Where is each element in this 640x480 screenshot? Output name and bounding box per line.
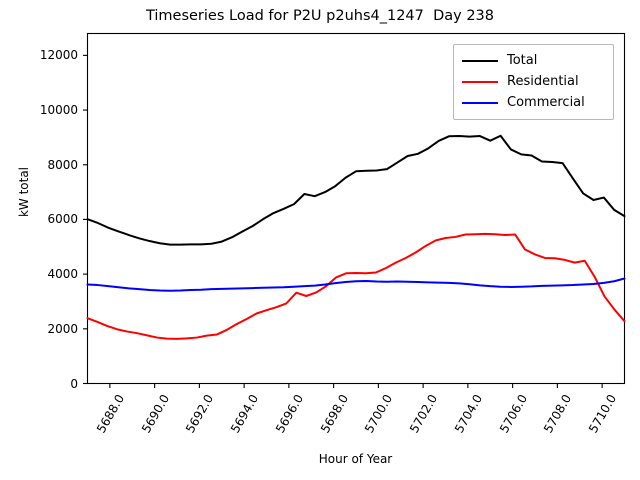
y-tick-label: 12000 <box>39 48 78 63</box>
chart-title: Timeseries Load for P2U p2uhs4_1247 Day … <box>145 8 495 24</box>
axis-ticks <box>83 54 603 388</box>
series-line-total <box>86 134 626 246</box>
y-axis-label: kW total <box>17 166 31 218</box>
legend-color-swatch <box>462 80 498 83</box>
y-tick-label: 2000 <box>47 321 78 336</box>
legend-item-total: Total <box>460 50 607 71</box>
chart-legend: Total Residential Commercial <box>453 44 614 120</box>
y-tick-label: 10000 <box>39 103 78 118</box>
data-lines <box>86 134 626 340</box>
y-tick-label: 0 <box>70 376 78 391</box>
plot-border <box>86 32 626 385</box>
legend-label: Commercial <box>507 95 585 110</box>
legend-label: Total <box>507 53 538 68</box>
x-axis-label: Hour of Year <box>318 452 393 466</box>
series-line-residential <box>86 232 626 340</box>
y-tick-label: 6000 <box>47 212 78 227</box>
legend-color-swatch <box>462 59 498 62</box>
axes-frame <box>86 32 626 385</box>
legend-label: Residential <box>507 74 579 89</box>
legend-item-commercial: Commercial <box>460 92 607 113</box>
y-tick-label: 8000 <box>47 157 78 172</box>
y-tick-label: 4000 <box>47 267 78 282</box>
series-line-commercial <box>86 277 626 292</box>
legend-color-swatch <box>462 101 498 104</box>
legend-item-residential: Residential <box>460 71 607 92</box>
